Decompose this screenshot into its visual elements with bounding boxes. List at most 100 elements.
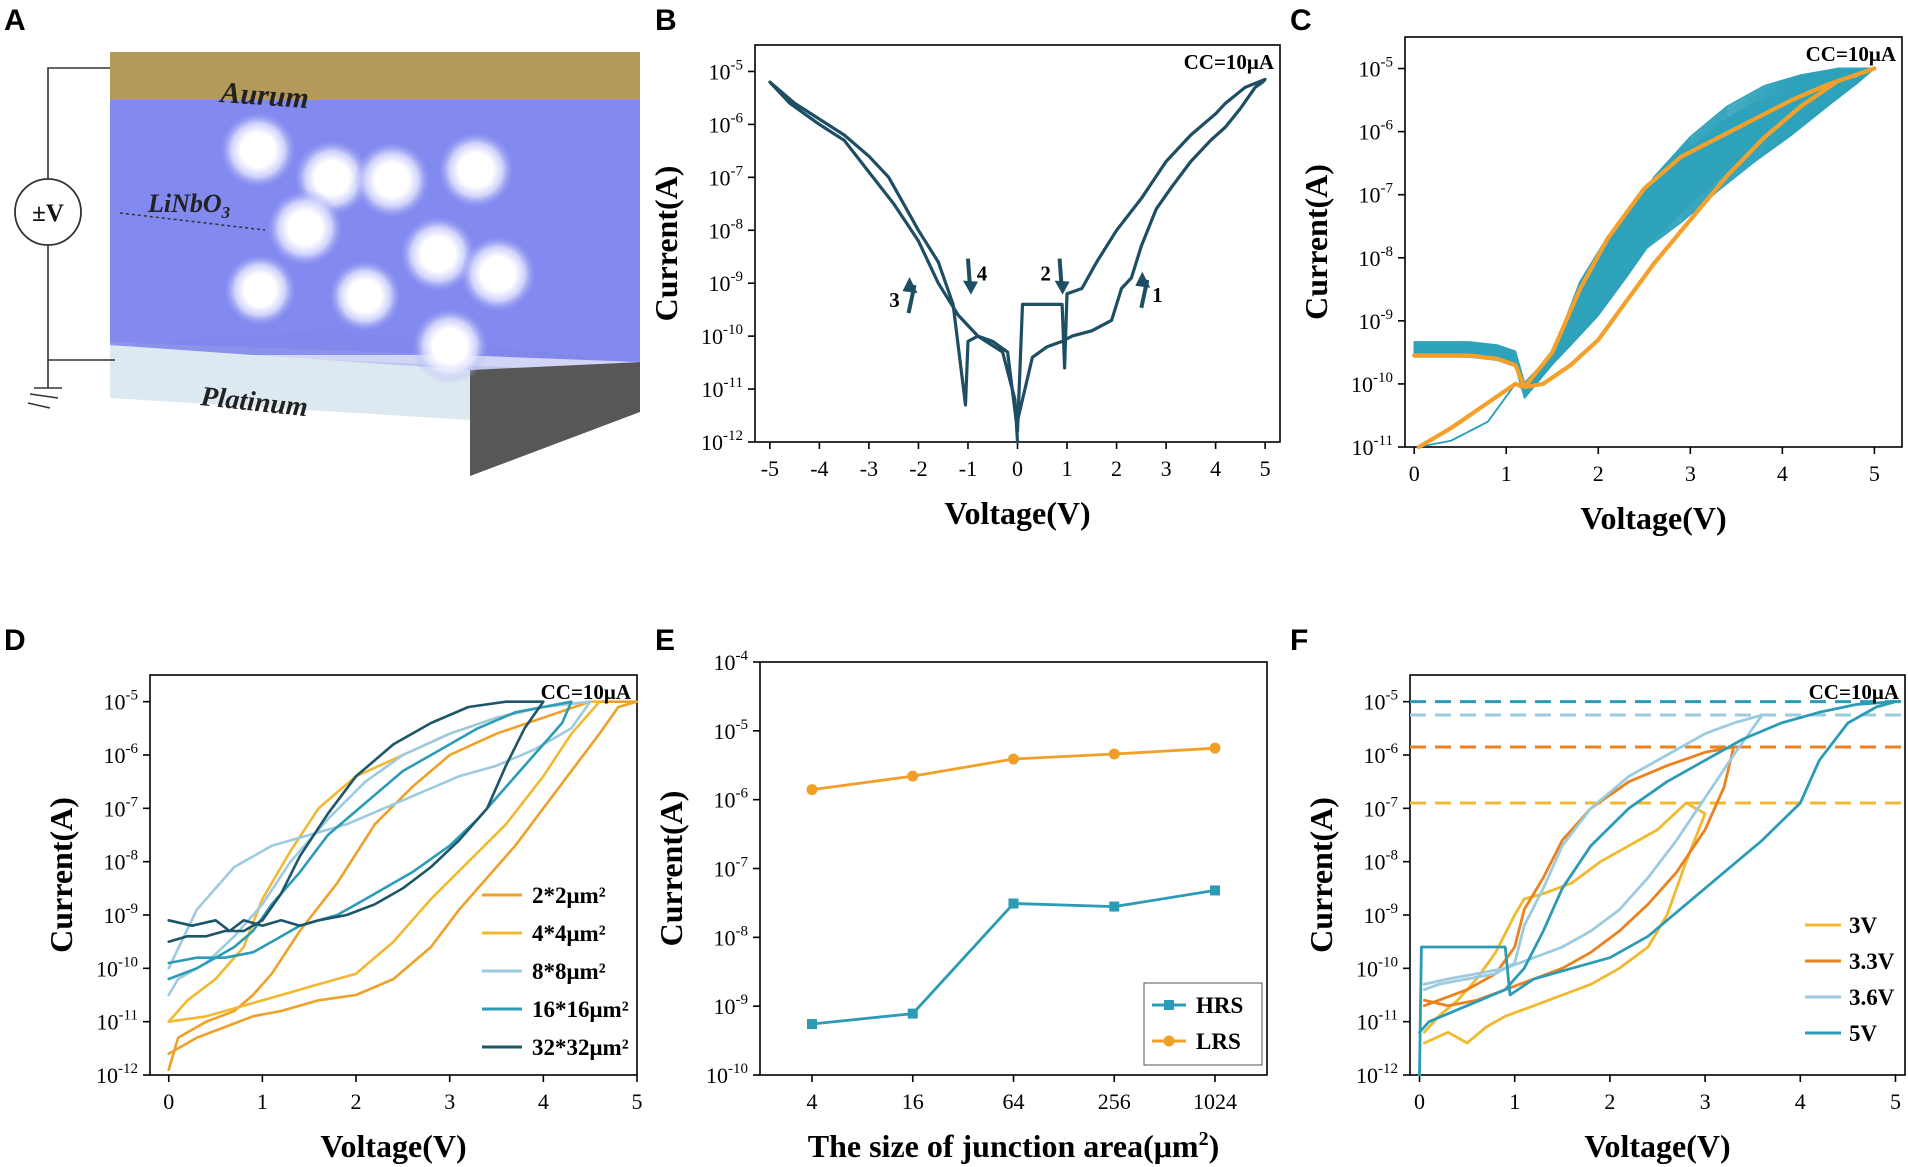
- y-tick-label: 10-5: [709, 57, 744, 84]
- y-axis-label: Current(A): [1303, 797, 1339, 953]
- y-tick-base: 10: [702, 377, 724, 402]
- y-tick-exponent: -8: [1386, 848, 1399, 864]
- y-tick-exponent: -10: [1378, 954, 1398, 970]
- y-tick-base: 10: [709, 271, 731, 296]
- hrs-point: [1008, 898, 1019, 909]
- cycle-curve-line: [1413, 67, 1876, 448]
- x-tick-label: -1: [959, 456, 977, 481]
- y-tick-label: 10-10: [1351, 370, 1393, 397]
- y-tick-base: 10: [709, 218, 731, 243]
- hrs-point: [907, 1008, 918, 1019]
- y-tick-label: 10-10: [1356, 954, 1398, 981]
- y-tick-label: 10-7: [1364, 794, 1399, 821]
- y-tick-label: 10-7: [714, 855, 749, 882]
- x-tick-label: 0: [163, 1089, 174, 1114]
- x-tick-label: 64: [1003, 1089, 1025, 1114]
- panel-label-d: D: [4, 624, 26, 657]
- x-tick-label: 2: [1111, 456, 1122, 481]
- compliance-annotation: CC=10μA: [1806, 42, 1897, 66]
- iv-curve-line: [1422, 713, 1764, 992]
- y-tick-label: 10-7: [104, 794, 139, 821]
- legend-marker: [1164, 1000, 1174, 1010]
- device-illustration: Aurum Platinum LiNbO3 ±V: [14, 52, 640, 476]
- x-tick-label: 1: [1062, 456, 1073, 481]
- legend-label-text: 16*16μm²: [532, 997, 629, 1022]
- cycle-curve-line: [1413, 67, 1876, 448]
- legend-label: HRS: [1196, 993, 1243, 1018]
- cycle-curve-line: [1413, 67, 1876, 448]
- x-axis-label-superscript: 2: [1199, 1128, 1209, 1150]
- y-tick-label: 10-4: [714, 648, 749, 675]
- iv-curve-line: [768, 77, 1267, 444]
- y-tick-exponent: -6: [126, 741, 139, 757]
- y-axis-label: Current(A): [648, 166, 684, 322]
- y-tick-base: 10: [104, 690, 126, 715]
- y-tick-label: 10-8: [1364, 848, 1399, 875]
- y-tick-base: 10: [1359, 57, 1381, 82]
- compliance-annotation: CC=10μA: [1184, 50, 1275, 74]
- y-tick-base: 10: [714, 994, 736, 1019]
- y-tick-label: 10-11: [702, 375, 743, 402]
- y-tick-exponent: -7: [1381, 181, 1394, 197]
- y-tick-exponent: -9: [1381, 307, 1394, 323]
- sweep-arrow-label: 1: [1152, 283, 1163, 307]
- lrs-point: [806, 784, 818, 796]
- y-tick-exponent: -11: [1374, 433, 1393, 449]
- legend-label-text: 8*8μm²: [532, 959, 606, 984]
- x-axis-label-main: The size of junction area(μm: [808, 1128, 1199, 1164]
- y-tick-label: 10-8: [709, 216, 744, 243]
- y-tick-base: 10: [1359, 309, 1381, 334]
- y-tick-label: 10-6: [1364, 741, 1399, 768]
- panel-label-c: C: [1290, 4, 1312, 37]
- y-tick-label: 10-6: [1359, 118, 1394, 145]
- cycle-curve-line: [1413, 67, 1876, 448]
- y-tick-label: 10-12: [701, 428, 743, 455]
- y-tick-exponent: -7: [1386, 794, 1399, 810]
- plot-frame: [149, 674, 638, 1076]
- y-tick-exponent: -9: [736, 992, 749, 1008]
- legend-label: 3.6V: [1849, 985, 1895, 1010]
- cycle-curve-line: [1413, 67, 1876, 448]
- linbo3-dotted-line: [119, 212, 266, 231]
- y-tick-exponent: -8: [731, 216, 744, 232]
- y-tick-exponent: -5: [731, 57, 744, 73]
- y-tick-base: 10: [714, 719, 736, 744]
- cycle-curve-line: [1413, 67, 1876, 448]
- plot-frame: [1409, 674, 1906, 1076]
- y-tick-base: 10: [96, 1063, 118, 1088]
- y-tick-base: 10: [706, 1063, 728, 1088]
- iv-curve-line: [167, 700, 601, 1024]
- cycle-curve-line: [1413, 67, 1876, 448]
- cycle-curve-line: [1413, 67, 1876, 448]
- x-tick-label: 5: [1869, 461, 1880, 486]
- x-tick-label: -3: [860, 456, 878, 481]
- x-tick-label: 2: [1604, 1089, 1615, 1114]
- cycle-curve-line: [1413, 67, 1876, 448]
- compliance-annotation: CC=10μA: [1809, 680, 1900, 704]
- cycle-curve-line: [1413, 67, 1876, 448]
- x-axis-label: Voltage(V): [944, 495, 1090, 531]
- cycle-curve-line: [1413, 67, 1876, 448]
- cycle-curve-line: [1413, 67, 1876, 448]
- cycle-curve-line: [1413, 67, 1876, 448]
- y-tick-label: 10-8: [714, 923, 749, 950]
- plot-frame: [754, 44, 1281, 443]
- cycle-curve-line: [1413, 67, 1876, 448]
- y-tick-exponent: -12: [1378, 1061, 1398, 1077]
- iv-curve-line: [1418, 700, 1897, 1077]
- y-tick-base: 10: [1364, 690, 1386, 715]
- lrs-point: [1108, 748, 1120, 760]
- y-tick-label: 10-5: [104, 688, 139, 715]
- y-tick-label: 10-6: [714, 786, 749, 813]
- y-tick-label: 10-6: [104, 741, 139, 768]
- sweep-arrowhead: [1054, 280, 1070, 295]
- sweep-arrowhead: [962, 280, 978, 295]
- panel-label-b: B: [655, 4, 677, 37]
- y-tick-exponent: -11: [1379, 1008, 1398, 1024]
- sweep-arrow-label: 2: [1040, 262, 1051, 286]
- x-axis-label: Voltage(V): [1580, 500, 1726, 536]
- y-tick-label: 10-8: [104, 848, 139, 875]
- y-tick-base: 10: [709, 112, 731, 137]
- y-tick-label: 10-9: [104, 901, 139, 928]
